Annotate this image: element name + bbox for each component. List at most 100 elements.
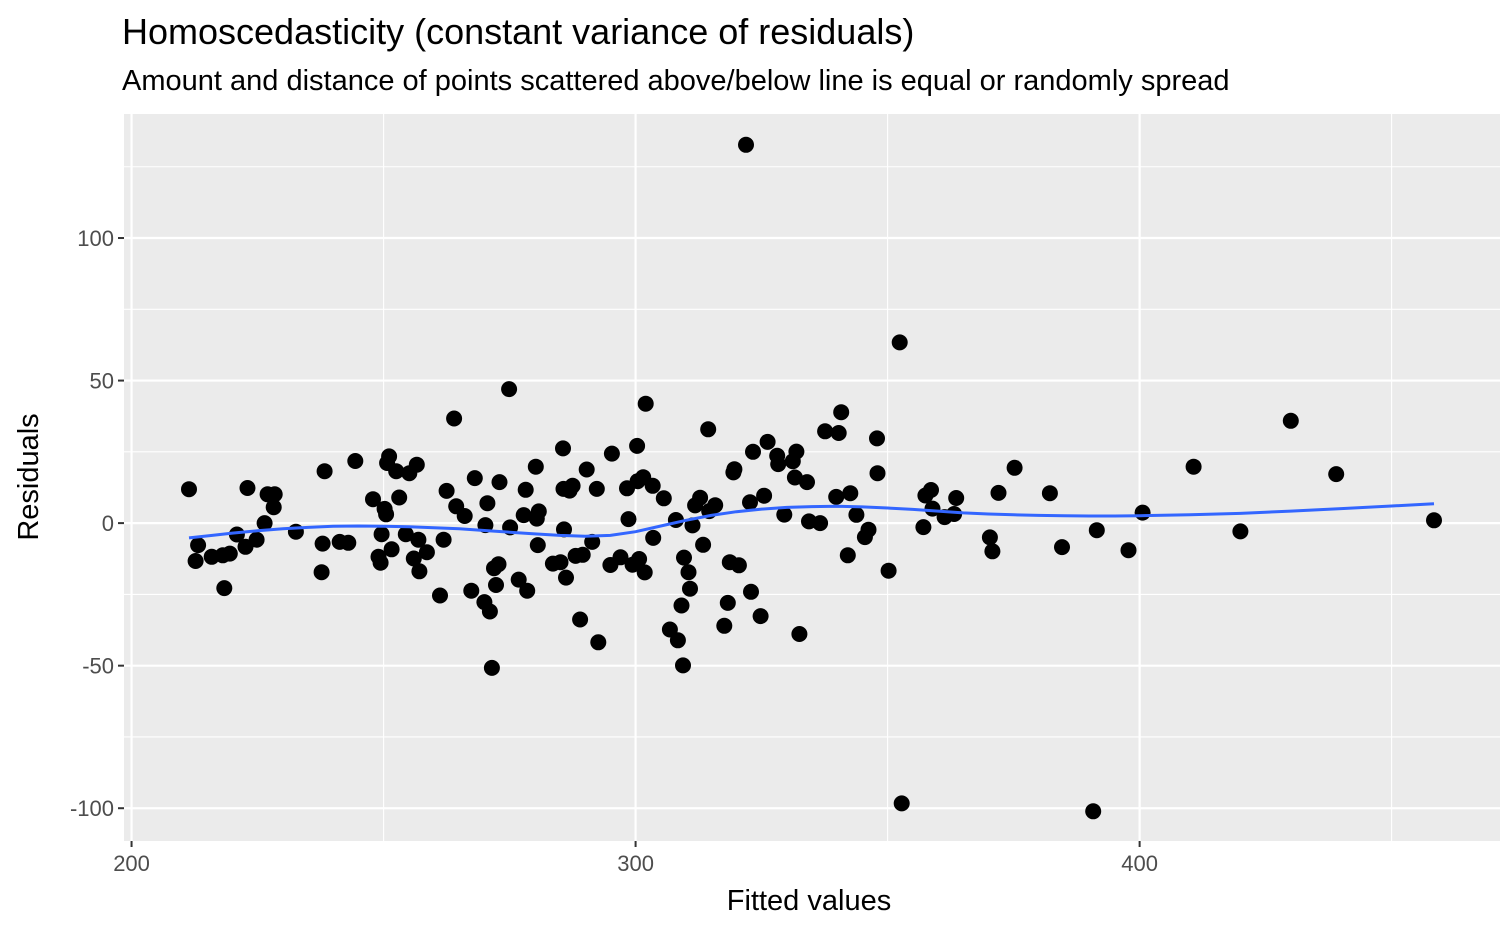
data-point bbox=[388, 463, 405, 480]
data-point bbox=[716, 617, 733, 634]
data-point bbox=[752, 608, 769, 625]
data-point bbox=[248, 531, 265, 548]
data-point bbox=[695, 536, 712, 553]
data-point bbox=[682, 580, 698, 597]
data-point bbox=[313, 564, 330, 581]
data-point bbox=[216, 580, 233, 597]
y-axis-title: Residuals bbox=[13, 413, 45, 540]
data-point bbox=[676, 549, 692, 566]
data-point bbox=[1054, 539, 1070, 556]
data-point bbox=[572, 611, 589, 628]
data-point bbox=[786, 469, 803, 486]
data-point bbox=[256, 515, 273, 532]
data-point bbox=[631, 551, 648, 567]
data-point bbox=[574, 546, 591, 563]
data-point bbox=[456, 508, 473, 524]
data-point bbox=[481, 603, 498, 620]
data-point bbox=[584, 533, 601, 550]
data-point bbox=[488, 577, 504, 593]
data-point bbox=[1426, 512, 1442, 529]
data-point bbox=[603, 445, 620, 462]
x-axis: 200 300 400 bbox=[113, 841, 1158, 876]
data-point bbox=[842, 485, 859, 502]
data-point bbox=[418, 544, 435, 561]
y-axis: -100 -50 0 50 100 bbox=[70, 226, 124, 821]
data-point bbox=[637, 395, 654, 412]
data-point bbox=[411, 563, 428, 580]
data-point bbox=[265, 499, 282, 516]
data-point bbox=[221, 545, 238, 562]
x-axis-title: Fitted values bbox=[727, 885, 891, 917]
data-point bbox=[891, 334, 908, 351]
data-point bbox=[340, 534, 357, 551]
data-point bbox=[510, 571, 527, 588]
data-point bbox=[187, 553, 204, 569]
data-point bbox=[869, 465, 886, 482]
data-point bbox=[620, 511, 637, 528]
data-point bbox=[228, 526, 245, 543]
data-point bbox=[655, 490, 672, 507]
data-point bbox=[381, 448, 398, 465]
data-point bbox=[776, 506, 793, 523]
data-point bbox=[948, 490, 965, 506]
data-point bbox=[984, 543, 1001, 560]
data-point bbox=[738, 136, 754, 153]
data-point bbox=[588, 480, 605, 497]
data-point bbox=[408, 456, 425, 473]
data-point bbox=[1120, 542, 1137, 559]
smooth-trend-line bbox=[188, 502, 1435, 540]
data-point bbox=[517, 481, 534, 498]
data-point bbox=[860, 521, 877, 538]
data-point bbox=[405, 550, 422, 567]
data-point bbox=[438, 482, 455, 499]
data-point bbox=[391, 489, 408, 506]
data-point bbox=[287, 523, 304, 540]
data-point bbox=[812, 515, 829, 532]
data-point bbox=[564, 477, 581, 494]
data-point bbox=[700, 421, 717, 438]
data-point bbox=[190, 537, 207, 554]
data-point bbox=[552, 554, 569, 571]
data-point bbox=[799, 474, 815, 491]
data-point bbox=[378, 506, 395, 523]
data-point bbox=[397, 526, 414, 543]
data-point bbox=[848, 506, 865, 523]
data-point bbox=[743, 583, 759, 600]
data-point bbox=[1088, 522, 1105, 539]
data-point bbox=[915, 519, 932, 536]
data-point bbox=[491, 474, 508, 491]
data-point bbox=[675, 657, 691, 674]
chart-title: Homoscedasticity (constant variance of r… bbox=[122, 11, 914, 52]
data-point bbox=[527, 458, 544, 475]
data-point bbox=[239, 480, 256, 496]
data-point bbox=[833, 404, 850, 421]
data-point bbox=[316, 463, 333, 480]
y-tick-label: 50 bbox=[90, 369, 114, 394]
data-point bbox=[435, 531, 452, 548]
data-point bbox=[1041, 485, 1058, 502]
data-point bbox=[555, 440, 571, 457]
data-point bbox=[1328, 466, 1345, 483]
data-point bbox=[1232, 523, 1249, 540]
data-point bbox=[880, 562, 897, 579]
data-point bbox=[490, 556, 507, 573]
data-point bbox=[990, 484, 1007, 501]
data-point bbox=[644, 477, 661, 494]
data-point bbox=[839, 547, 856, 564]
data-point bbox=[410, 531, 427, 548]
data-point bbox=[893, 795, 910, 812]
chart-subtitle: Amount and distance of points scattered … bbox=[122, 65, 1230, 97]
data-point bbox=[692, 489, 709, 506]
data-point bbox=[745, 443, 761, 460]
residual-points bbox=[181, 136, 1442, 820]
data-point bbox=[1282, 412, 1299, 429]
data-point bbox=[828, 488, 845, 505]
data-point bbox=[519, 582, 536, 599]
data-point bbox=[756, 487, 773, 504]
data-point bbox=[817, 423, 834, 440]
data-point bbox=[463, 582, 480, 599]
data-point bbox=[673, 597, 690, 614]
data-point bbox=[432, 587, 448, 604]
data-point bbox=[266, 486, 283, 503]
data-point bbox=[578, 461, 595, 478]
